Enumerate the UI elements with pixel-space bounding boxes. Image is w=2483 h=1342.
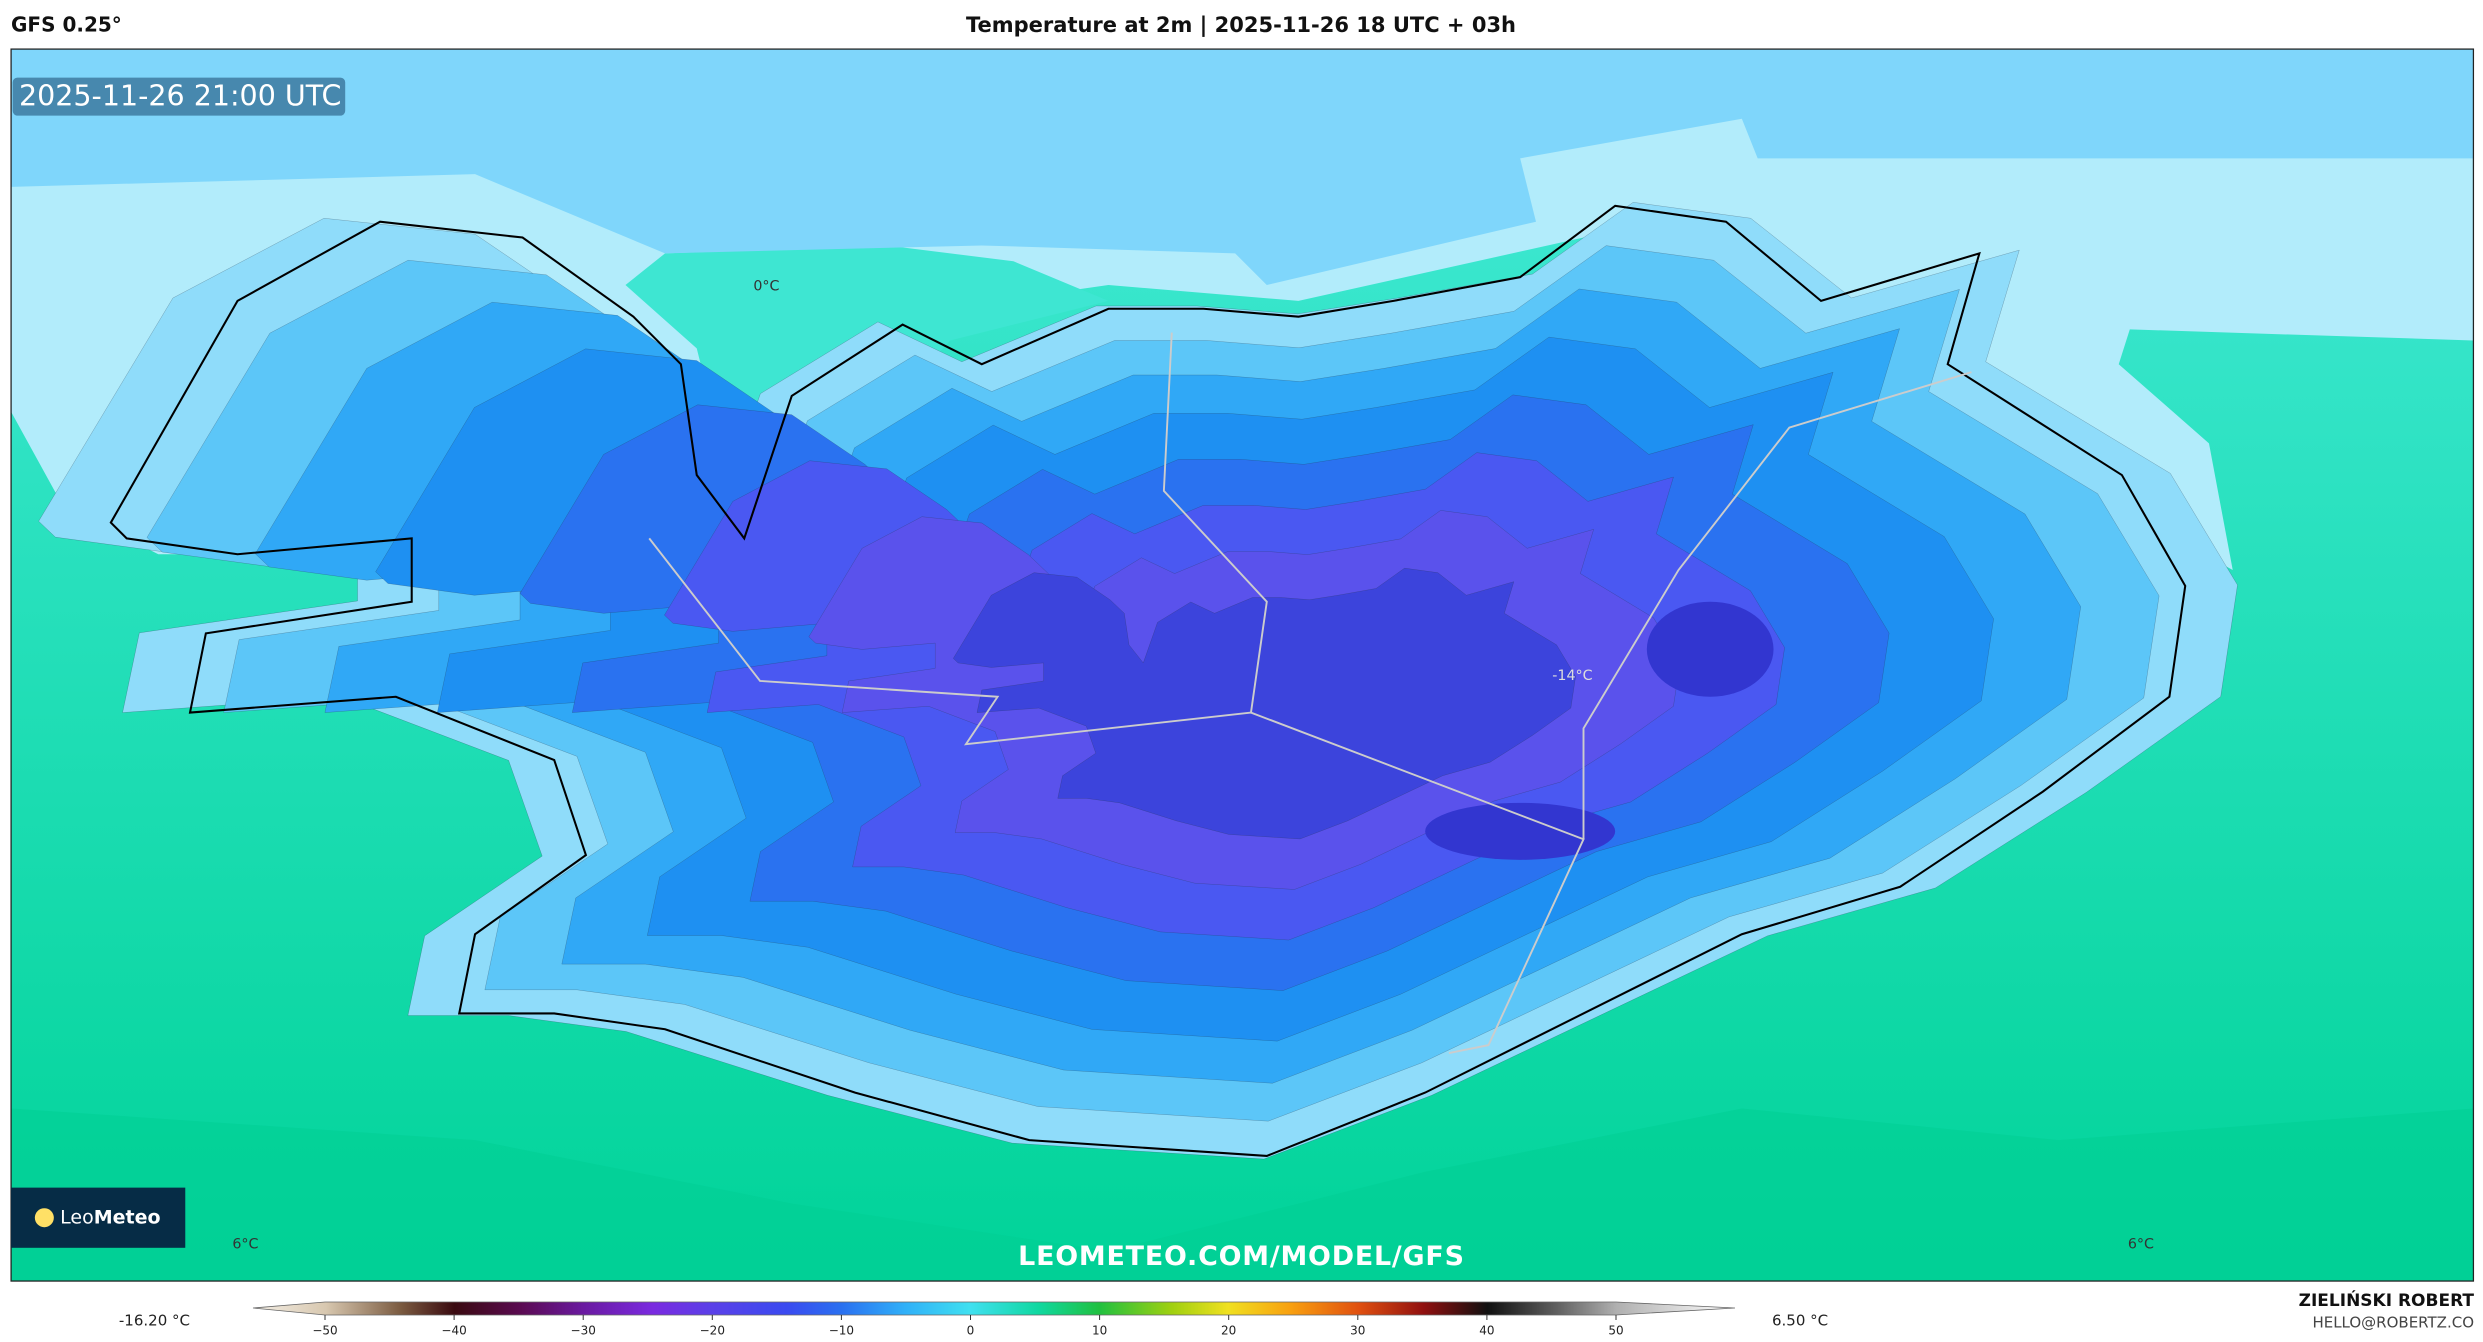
colorbar-max: 6.50 °C bbox=[1772, 1312, 1828, 1330]
colorbar-tick-label: −10 bbox=[829, 1324, 854, 1338]
contour-label: 0°C bbox=[753, 279, 779, 295]
coldest-sea bbox=[11, 49, 2474, 286]
contour-label: 6°C bbox=[2128, 1237, 2154, 1253]
colorbar-min: -16.20 °C bbox=[119, 1312, 190, 1330]
colorbar-tick-label: 50 bbox=[1608, 1324, 1623, 1338]
warm-sea bbox=[11, 1108, 2474, 1282]
cold-core bbox=[1646, 601, 1774, 697]
cold-core bbox=[1425, 802, 1616, 860]
logo-sun bbox=[34, 1208, 54, 1228]
logo-bold: Meteo bbox=[94, 1206, 161, 1228]
contour-label: -14°C bbox=[1552, 668, 1592, 684]
logo-light: Leo bbox=[60, 1206, 94, 1228]
coastline bbox=[109, 204, 2187, 1157]
colorbar-tick-label: 20 bbox=[1221, 1324, 1236, 1338]
model-label: GFS 0.25° bbox=[11, 13, 122, 37]
border bbox=[1582, 371, 1972, 840]
colorbar bbox=[252, 1301, 1736, 1316]
time-box bbox=[12, 77, 346, 116]
colorbar-tick-label: −40 bbox=[441, 1324, 466, 1338]
logo: LeoMeteo bbox=[60, 1206, 160, 1228]
map-frame bbox=[10, 48, 2475, 1282]
map: 2025-11-26 21:00 UTC 0°C -14°C 6°C 6°C L… bbox=[10, 48, 2475, 1282]
border bbox=[648, 537, 1585, 1054]
colorbar-tick-label: 40 bbox=[1479, 1324, 1494, 1338]
colorbar-tick-label: −30 bbox=[571, 1324, 596, 1338]
valid-time: 2025-11-26 21:00 UTC bbox=[19, 79, 341, 112]
contour-label: 6°C bbox=[232, 1237, 258, 1253]
colorbar-tick-label: 30 bbox=[1350, 1324, 1365, 1338]
credit-email: HELLO@ROBERTZ.CO bbox=[2312, 1314, 2474, 1332]
temperature-band bbox=[952, 567, 1576, 840]
colorbar-tick-label: −50 bbox=[312, 1324, 337, 1338]
map-title: Temperature at 2m | 2025-11-26 18 UTC + … bbox=[966, 13, 1516, 38]
colorbar-tick-label: 0 bbox=[967, 1324, 975, 1338]
colorbar-tick-label: 10 bbox=[1092, 1324, 1107, 1338]
watermark: LEOMETEO.COM/MODEL/GFS bbox=[1018, 1241, 1465, 1272]
credit-name: ZIELIŃSKI ROBERT bbox=[2299, 1289, 2475, 1311]
border bbox=[1162, 332, 1268, 713]
colorbar-tick-label: −20 bbox=[700, 1324, 725, 1338]
